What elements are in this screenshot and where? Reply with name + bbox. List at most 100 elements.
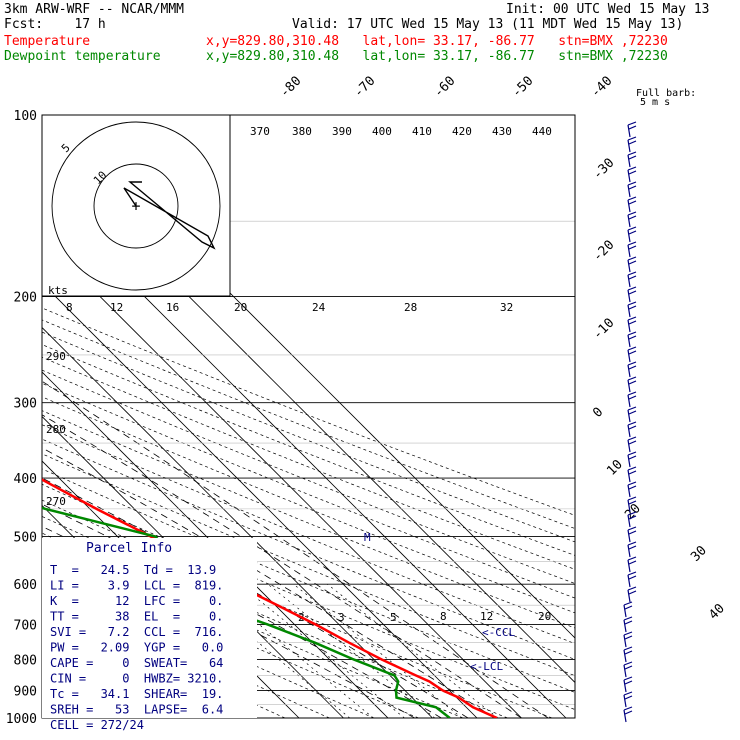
wind-barb: [628, 572, 636, 587]
pressure-label: 1000: [6, 712, 37, 727]
wind-barb: [624, 602, 632, 617]
parcel-info-row: PW = 2.09 YGP = 0.0: [50, 641, 223, 655]
isotherm-label: -80: [277, 74, 304, 101]
wind-barb: [628, 182, 636, 197]
theta-label: 380: [292, 125, 312, 138]
theta-label: 440: [532, 125, 552, 138]
wind-barb: [628, 212, 636, 227]
isotherm-label: 30: [688, 543, 710, 565]
wind-barb: [628, 242, 636, 257]
wind-barb: [628, 332, 636, 347]
mixing-ratio-label: 12: [110, 301, 123, 314]
pressure-label: 600: [14, 578, 37, 593]
isotherm-label: -70: [351, 74, 378, 101]
pressure-label: 200: [14, 291, 37, 306]
wind-barb: [628, 362, 636, 377]
wind-barb: [624, 707, 632, 722]
isotherm-label: -50: [509, 74, 536, 101]
parcel-info-row: Tc = 34.1 SHEAR= 19.: [50, 687, 223, 701]
mixing-ratio-label: 8: [66, 301, 73, 314]
wind-barb: [628, 347, 636, 362]
wind-barb: [628, 122, 636, 137]
isotherm-label: -30: [590, 156, 617, 183]
wind-barb: [628, 587, 636, 602]
isotherm-label: 0: [590, 405, 606, 421]
parcel-info-row: SVI = 7.2 CCL = 716.: [50, 625, 223, 639]
parcel-info-row: SREH = 53 LAPSE= 6.4: [50, 703, 223, 717]
parcel-info-row: K = 12 LFC = 0.: [50, 594, 223, 608]
wind-barb: [628, 452, 636, 467]
mark-label: M: [364, 531, 371, 544]
wind-barb: [628, 437, 636, 452]
parcel-info-row: CIN = 0 HWBZ= 3210.: [50, 672, 223, 686]
wind-barb: [628, 467, 636, 482]
theta-label: 420: [452, 125, 472, 138]
mixing-ratio-label: 24: [312, 301, 326, 314]
mixing-ratio-label: 20: [234, 301, 247, 314]
parcel-info-row: CELL = 272/24: [50, 718, 144, 732]
theta-label: 370: [250, 125, 270, 138]
ccl-label: <-CCL: [482, 626, 515, 639]
wind-barb: [628, 527, 636, 542]
isotherm-label: -60: [431, 74, 458, 101]
wind-barb: [624, 677, 632, 692]
mixing-ratio-label: 3: [338, 611, 345, 624]
isotherm-label: 20: [622, 501, 644, 523]
theta-label: 390: [332, 125, 352, 138]
wind-barb: [628, 542, 636, 557]
mixing-ratio-label: 5: [390, 611, 397, 624]
mixing-ratio-label: 16: [166, 301, 179, 314]
wind-barb: [624, 662, 632, 677]
mixing-ratio-label: 8: [440, 610, 447, 623]
wind-barb: [628, 482, 636, 497]
isotherm-label: -20: [590, 238, 617, 265]
theta-label: 430: [492, 125, 512, 138]
isotherm-label: 10: [604, 457, 626, 479]
isotherm-label: -40: [588, 74, 615, 101]
wind-barb: [628, 377, 636, 392]
pressure-label: 900: [14, 684, 37, 699]
wind-barb: [628, 392, 636, 407]
parcel-info-row: LI = 3.9 LCL = 819.: [50, 579, 223, 593]
pressure-label: 100: [14, 109, 37, 124]
wind-barb: [628, 317, 636, 332]
pressure-label: 700: [14, 619, 37, 634]
wind-barb: [628, 557, 636, 572]
wind-barb: [628, 197, 636, 212]
pressure-label: 800: [14, 654, 37, 669]
wind-barb: [628, 257, 636, 272]
wind-barb: [624, 647, 632, 662]
parcel-info-title: Parcel Info: [86, 541, 172, 556]
pressure-label: 500: [14, 530, 37, 545]
wind-barb: [628, 137, 636, 152]
pressure-label: 400: [14, 472, 37, 487]
pressure-label: 300: [14, 397, 37, 412]
hodograph-units-label: kts: [48, 284, 68, 297]
wind-barb: [628, 407, 636, 422]
full-barb-value: 5 m s: [640, 97, 670, 108]
theta-label: 410: [412, 125, 432, 138]
theta-label-left: 280: [46, 423, 66, 436]
wind-barb: [628, 287, 636, 302]
parcel-info-row: TT = 38 EL = 0.: [50, 610, 223, 624]
parcel-info-row: T = 24.5 Td = 13.9: [50, 563, 216, 577]
wind-barb: [624, 692, 632, 707]
wind-barb: [628, 152, 636, 167]
lcl-label: <-LCL: [470, 660, 503, 673]
isotherm-label: -10: [590, 316, 617, 343]
mixing-ratio-label: 32: [500, 301, 513, 314]
wind-barb: [628, 422, 636, 437]
isotherm-label: 40: [706, 601, 728, 623]
wind-barb: [624, 617, 632, 632]
wind-barb: [624, 632, 632, 647]
mixing-ratio-label: 28: [404, 301, 417, 314]
wind-barb: [628, 272, 636, 287]
theta-label-left: 290: [46, 350, 66, 363]
mixing-ratio-label: 20: [538, 610, 551, 623]
wind-barb: [628, 227, 636, 242]
theta-label: 400: [372, 125, 392, 138]
mixing-ratio-label: 12: [480, 610, 493, 623]
parcel-info-row: CAPE = 0 SWEAT= 64: [50, 656, 223, 670]
